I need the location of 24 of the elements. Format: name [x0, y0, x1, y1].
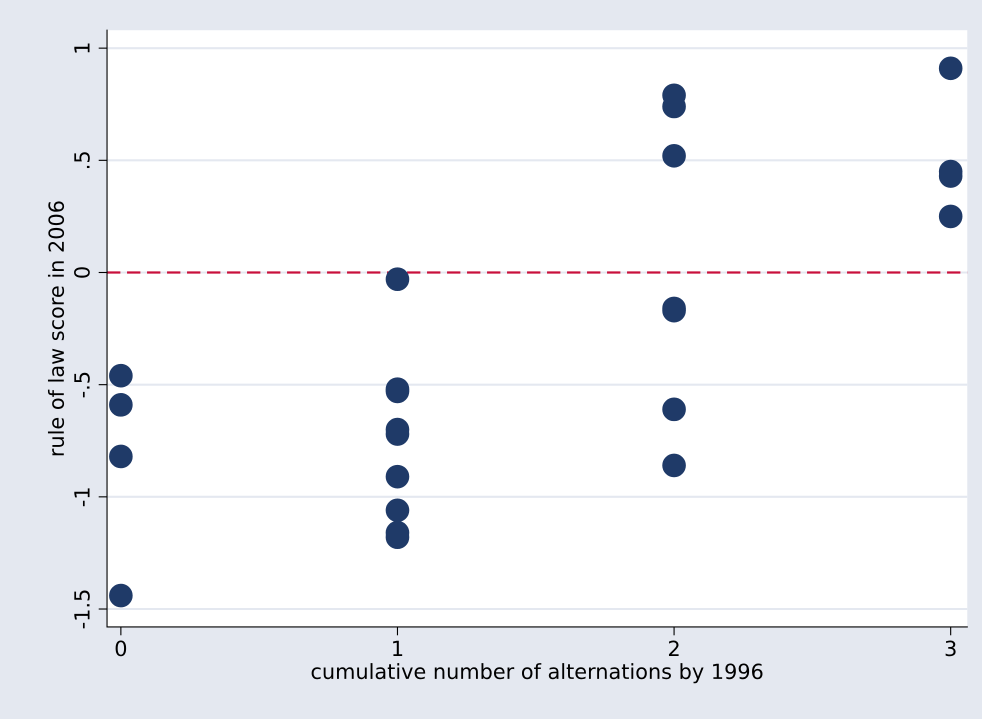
point — [662, 398, 686, 422]
point — [386, 267, 410, 292]
point — [109, 393, 133, 417]
point — [109, 444, 133, 468]
x-axis-title: cumulative number of alternations by 1996 — [312, 663, 763, 684]
point — [386, 464, 410, 488]
y-tick-label: .5 — [74, 152, 90, 168]
point — [386, 498, 410, 522]
x-tick-label: 2 — [668, 640, 679, 656]
y-axis-title: rule of law score in 2006 — [48, 201, 64, 456]
point — [662, 454, 686, 478]
x-tick-label: 0 — [116, 640, 126, 656]
y-tick-label: -1.5 — [74, 590, 90, 628]
point — [109, 364, 133, 388]
point — [938, 204, 962, 228]
point — [938, 56, 962, 80]
y-tick-label: -.5 — [74, 372, 90, 398]
point — [662, 144, 686, 168]
y-tick-label: 1 — [74, 43, 90, 52]
y-tick-label: -1 — [74, 488, 90, 506]
point — [109, 584, 133, 608]
x-tick-label: 3 — [946, 640, 956, 656]
y-tick-label: 0 — [74, 267, 90, 278]
x-tick-label: 1 — [393, 640, 402, 656]
